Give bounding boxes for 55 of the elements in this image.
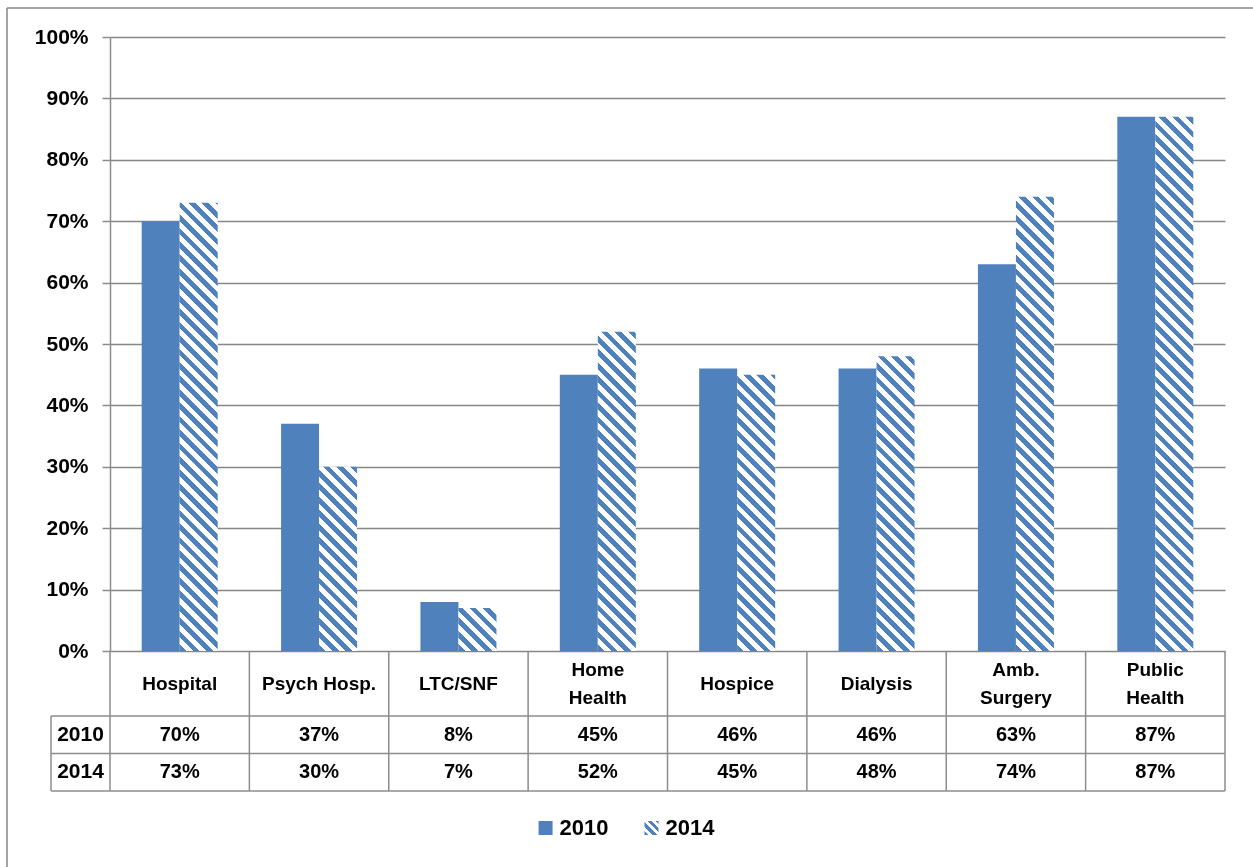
y-tick-label: 20%: [46, 515, 89, 539]
x-tick-label: Hospice: [700, 672, 775, 694]
text: 2010: [57, 721, 104, 745]
bar: [699, 368, 738, 651]
bar: [1015, 196, 1054, 651]
y-tick-label: 90%: [46, 85, 89, 109]
data-label: 7%: [443, 760, 474, 783]
data-label: 87%: [1135, 760, 1176, 783]
legend-label: 2014: [665, 815, 716, 840]
bar: [597, 331, 636, 651]
data-label: 46%: [717, 722, 758, 745]
y-tick-label: 100%: [34, 24, 89, 48]
x-tick-label: Psych Hosp.: [262, 672, 377, 694]
data-label: 45%: [717, 760, 758, 783]
bar: [559, 374, 598, 651]
data-label: 46%: [856, 722, 897, 745]
bar: [319, 466, 358, 651]
data-label: 74%: [995, 760, 1037, 783]
y-tick-label: 80%: [46, 147, 89, 171]
bar: [141, 221, 180, 651]
y-tick-label: 70%: [46, 208, 89, 232]
y-tick-label: 0%: [58, 638, 89, 662]
data-label: 48%: [856, 760, 897, 783]
bar: [458, 608, 497, 651]
data-label: 8%: [443, 722, 474, 745]
data-label: 73%: [159, 760, 200, 783]
y-tick-label: 10%: [46, 577, 89, 601]
bar: [1155, 116, 1194, 651]
x-tick-label: Public Health: [1126, 658, 1185, 708]
bar: [420, 601, 459, 651]
legend-label: 2010: [559, 815, 609, 840]
text: 2014: [57, 759, 104, 783]
bar: [838, 368, 877, 651]
x-tick-label: Home Health: [568, 658, 627, 708]
data-label: 63%: [995, 722, 1037, 745]
bar: [876, 356, 915, 651]
y-tick-label: 50%: [46, 331, 89, 355]
x-tick-label: Amb. Surgery: [980, 658, 1053, 708]
y-tick-label: 40%: [46, 392, 89, 416]
data-label: 30%: [299, 760, 340, 783]
data-label: 45%: [577, 722, 619, 745]
bar: [179, 202, 218, 651]
x-tick-label: Hospital: [142, 672, 218, 694]
y-tick-label: 30%: [46, 454, 89, 478]
bar: [737, 374, 776, 651]
data-label: 70%: [159, 722, 200, 745]
bar: [281, 423, 320, 651]
bar: [977, 264, 1016, 651]
data-label: 37%: [299, 722, 340, 745]
data-label: 52%: [577, 760, 619, 783]
x-tick-label: LTC/SNF: [419, 672, 498, 694]
x-tick-label: Dialysis: [840, 672, 913, 694]
bar: [1117, 116, 1156, 651]
data-label: 87%: [1135, 722, 1176, 745]
y-tick-label: 60%: [46, 270, 89, 294]
